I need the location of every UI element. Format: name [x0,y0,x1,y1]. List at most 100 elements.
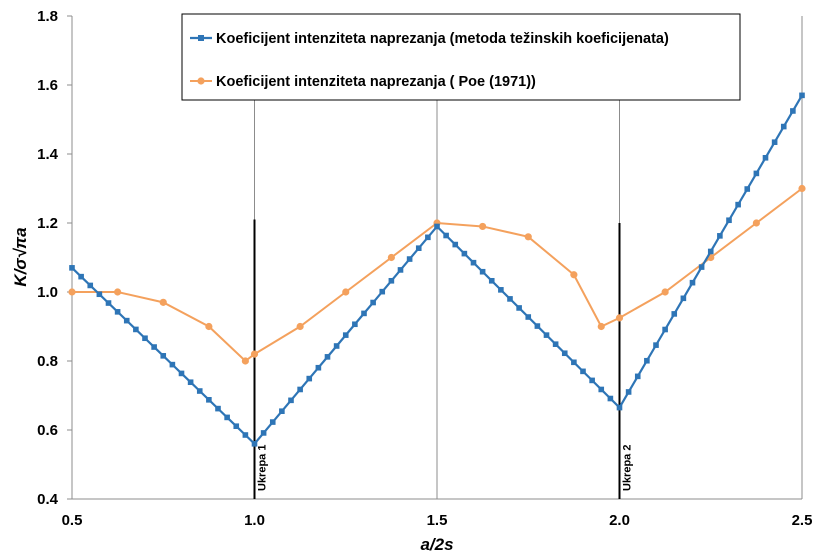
y-tick-label: 0.4 [37,491,59,508]
series-weight-function-point [324,354,331,360]
series-weight-function-point [498,287,504,293]
series-poe-point [342,288,350,296]
legend-swatch-marker-2 [197,77,205,85]
series-weight-function-point [123,317,130,324]
series-poe-point [114,288,122,296]
series-weight-function-point [397,267,404,273]
support-label-1: Ukrepa 1 [257,445,269,491]
series-weight-function-point [780,123,787,130]
series-weight-function-point [87,282,94,289]
series-weight-function-point [470,259,477,266]
series-weight-function-point [142,335,148,342]
series-weight-function-point [315,364,322,371]
y-axis-title: K/σ√πa [11,227,30,286]
series-weight-function-point [206,397,212,403]
series-weight-function-point [762,154,769,161]
series-weight-function-point [561,350,568,357]
y-tick-label: 1.4 [37,146,59,163]
y-tick-label: 1.2 [37,215,58,232]
x-tick-label: 2.5 [792,512,813,529]
series-weight-function-point [425,234,431,241]
x-tick-label: 0.5 [62,512,83,529]
series-weight-function-point [242,432,249,438]
series-weight-function-point [571,359,577,366]
series-weight-function-point [607,395,614,402]
series-weight-function-point [151,344,157,350]
series-weight-function-point [753,170,760,177]
series-weight-function-point [525,314,532,320]
y-tick-label: 1.8 [37,8,58,25]
series-weight-function-point [717,233,723,239]
y-tick-label: 0.8 [37,353,58,370]
series-weight-function-point [698,264,705,270]
series-weight-function-point [726,217,732,224]
series-weight-function-point [534,323,541,329]
series-weight-function-point [644,357,650,364]
series-weight-function-point [333,343,340,349]
series-weight-function-point [452,241,459,248]
series-weight-function-point [160,353,167,359]
series-weight-function-point [297,386,303,393]
series-weight-function-point [479,268,486,275]
series-weight-function-point [251,441,258,447]
x-tick-label: 1.5 [427,512,448,529]
series-weight-function-point [388,277,395,284]
y-tick-label: 1.0 [37,284,58,301]
series-weight-function-point [78,273,84,280]
series-weight-function-point [379,288,386,295]
series-poe-point [661,288,669,296]
support-markers: Ukrepa 1 Ukrepa 2 [253,219,634,499]
y-tick-label: 0.6 [37,422,58,439]
series-weight-function-point [69,265,75,271]
series-poe-point [159,298,167,306]
series-weight-function-point [279,408,285,414]
x-tick-label: 1.0 [244,512,265,529]
series-poe-point [798,184,806,193]
series-poe-point [205,322,213,331]
tick-labels: 0.5 1.0 1.5 2.0 2.5 0.4 0.6 0.8 1.0 1.2 1.4 1.6 1.8 [37,8,812,529]
series-weight-function-point [589,377,595,384]
series-weight-function-point [133,326,139,333]
x-tick-label: 2.0 [609,512,630,529]
series-weight-function-point [406,256,413,262]
series-weight-function-point [598,386,605,393]
series-weight-function-point [224,414,230,421]
series-weight-function-point [616,404,623,411]
legend-label-1: Koeficijent intenziteta naprezanja (meto… [216,31,669,47]
series-weight-function-point [187,379,194,386]
series-weight-function-point [233,423,240,430]
series-weight-function-point [342,332,349,338]
series-weight-function-point [260,430,267,436]
series-weight-function-point [288,397,294,404]
series-weight-function-point [461,250,468,257]
legend: Koeficijent intenziteta naprezanja (meto… [181,13,741,101]
series-weight-function-point [488,277,495,284]
series-weight-function-point [370,299,376,306]
series-weight-function-point [625,389,632,395]
support-label-2: Ukrepa 2 [622,445,634,491]
series-weight-function-point [196,388,203,394]
series-weight-function-point [580,368,586,375]
series-weight-function-point [744,186,751,192]
series-weight-function-point [352,321,358,328]
series-weight-function-point [169,361,176,368]
series-poe-point [68,288,76,296]
series-poe-point [479,222,487,231]
series-weight-function-point [96,291,103,298]
series-weight-function-point [689,279,696,286]
data-series [68,92,806,447]
series-poe-point [387,253,395,262]
series-weight-function-point [507,296,513,302]
series-weight-function-point [516,305,522,311]
series-weight-function-point [680,295,687,302]
series-weight-function-point [653,342,659,348]
y-tick-label: 1.6 [37,77,58,94]
series-poe-point [752,219,760,227]
series-weight-function-point [215,405,221,412]
series-weight-function-point [415,245,422,251]
series-weight-function-point [105,300,112,306]
series-poe-point [250,350,259,358]
series-poe-point [597,322,605,331]
series-poe-point [241,357,249,365]
